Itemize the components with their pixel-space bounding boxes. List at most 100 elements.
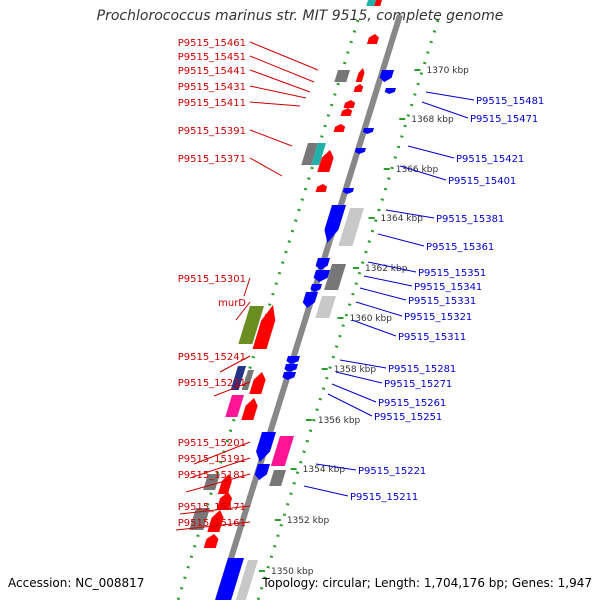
gene-block (311, 143, 326, 165)
scale-label: 1350 kbp (271, 567, 314, 577)
gene-arrow (317, 150, 334, 172)
gene-block (334, 70, 350, 82)
forward-gene-label[interactable]: P9515_15371 (178, 154, 246, 165)
gene-block (338, 208, 364, 246)
map-title: Prochlorococcus marinus str. MIT 9515, c… (96, 8, 504, 24)
gene-block (225, 395, 244, 417)
forward-gene-label[interactable]: P9515_15391 (178, 126, 246, 137)
gene-block (374, 0, 382, 6)
gene-arrow (313, 270, 330, 282)
gene-arrow (310, 284, 322, 292)
scale-label: 1358 kbp (334, 365, 377, 375)
forward-gene-label[interactable]: P9515_15161 (178, 518, 246, 529)
scale-label: 1352 kbp (287, 516, 330, 526)
accession-text: Accession: NC_008817 (8, 576, 145, 590)
gene-arrow (315, 258, 330, 270)
forward-gene-label[interactable]: P9515_15201 (178, 438, 246, 449)
gene-arrow (203, 534, 219, 548)
genome-summary-text: Topology: circular; Length: 1,704,176 bp… (262, 576, 592, 590)
reverse-gene-label[interactable]: P9515_15341 (414, 282, 482, 293)
gene-arrow (241, 398, 258, 420)
scale-label: 1354 kbp (303, 465, 346, 475)
forward-gene-label[interactable]: P9515_15191 (178, 454, 246, 465)
gene-labels: P9515_15461 P9515_15451 P9515_15441 P9515_1… (178, 38, 545, 529)
gene-block (270, 436, 294, 466)
gene-block (366, 0, 376, 6)
reverse-gene-label[interactable]: P9515_15421 (456, 154, 524, 165)
label-leader-lines (175, 41, 475, 531)
gene-arrow (384, 88, 396, 94)
gene-arrow (282, 372, 296, 380)
scale-label: 1360 kbp (350, 314, 393, 324)
forward-gene-label[interactable]: P9515_15241 (178, 352, 246, 363)
gene-block (241, 370, 254, 390)
forward-strand-dotted-line (176, 19, 360, 600)
reverse-gene-label[interactable]: P9515_15281 (388, 364, 456, 375)
reverse-gene-label[interactable]: P9515_15311 (398, 332, 466, 343)
genome-backbone (215, 14, 403, 600)
forward-gene-label[interactable]: P9515_15441 (178, 66, 246, 77)
scale-ticks: 1370 kbp 1368 kbp 1366 kbp 1364 kbp 1362 kbp… (259, 66, 469, 577)
forward-gene-label[interactable]: murD (218, 298, 246, 309)
gene-block (324, 264, 346, 290)
gene-arrow (354, 148, 366, 154)
gene-arrow (302, 292, 318, 308)
reverse-gene-label[interactable]: P9515_15401 (448, 176, 516, 187)
scale-label: 1370 kbp (426, 66, 469, 76)
gene-block (189, 508, 210, 530)
gene-block (301, 143, 318, 165)
reverse-gene-label[interactable]: P9515_15381 (436, 214, 504, 225)
gene-arrow (217, 474, 232, 494)
gene-arrow (333, 124, 346, 132)
reverse-gene-label[interactable]: P9515_15351 (418, 268, 486, 279)
scale-label: 1368 kbp (411, 115, 454, 125)
reverse-gene-label[interactable]: P9515_15321 (404, 312, 472, 323)
reverse-gene-label[interactable]: P9515_15331 (408, 296, 476, 307)
gene-arrow (254, 464, 270, 480)
gene-block (315, 296, 336, 318)
scale-label: 1366 kbp (396, 165, 439, 175)
gene-arrow (343, 100, 356, 108)
forward-gene-label[interactable]: P9515_15431 (178, 82, 246, 93)
gene-block (215, 558, 244, 600)
gene-arrow (342, 188, 354, 194)
gene-block (230, 366, 246, 390)
reverse-gene-label[interactable]: P9515_15481 (476, 96, 544, 107)
forward-gene-label[interactable]: P9515_15181 (178, 470, 246, 481)
forward-gene-label[interactable]: P9515_15411 (178, 98, 246, 109)
reverse-gene-label[interactable]: P9515_15361 (426, 242, 494, 253)
reverse-gene-label[interactable]: P9515_15271 (384, 379, 452, 390)
scale-label: 1356 kbp (318, 416, 361, 426)
forward-gene-label[interactable]: P9515_15451 (178, 52, 246, 63)
gene-arrow (284, 364, 298, 372)
scale-label: 1364 kbp (381, 214, 424, 224)
gene-block (235, 560, 258, 600)
gene-arrow (256, 432, 276, 462)
gene-block (238, 306, 264, 344)
forward-gene-label[interactable]: P9515_15461 (178, 38, 246, 49)
gene-arrow (249, 372, 266, 394)
gene-arrow (324, 205, 346, 243)
gene-arrow (366, 34, 379, 44)
scale-label: 1362 kbp (365, 264, 408, 274)
reverse-gene-label[interactable]: P9515_15261 (378, 398, 446, 409)
reverse-gene-label[interactable]: P9515_15251 (374, 412, 442, 423)
gene-arrow (362, 128, 374, 134)
gene-arrow (286, 356, 300, 364)
gene-arrow (353, 84, 364, 92)
gene-arrow (315, 184, 328, 192)
gene-arrow (216, 492, 233, 510)
gene-arrow (379, 70, 394, 82)
gene-block (269, 470, 286, 486)
reverse-gene-label[interactable]: P9515_15471 (470, 114, 538, 125)
forward-gene-label[interactable]: P9515_15171 (178, 502, 246, 513)
gene-arrow (355, 68, 365, 82)
forward-gene-label[interactable]: P9515_15231 (178, 378, 246, 389)
forward-gene-label[interactable]: P9515_15301 (178, 274, 246, 285)
gene-arrow (340, 108, 353, 116)
reverse-gene-label[interactable]: P9515_15221 (358, 466, 426, 477)
reverse-strand-dotted-line (256, 19, 440, 600)
reverse-gene-label[interactable]: P9515_15211 (350, 492, 418, 503)
gene-arrow (252, 305, 276, 349)
